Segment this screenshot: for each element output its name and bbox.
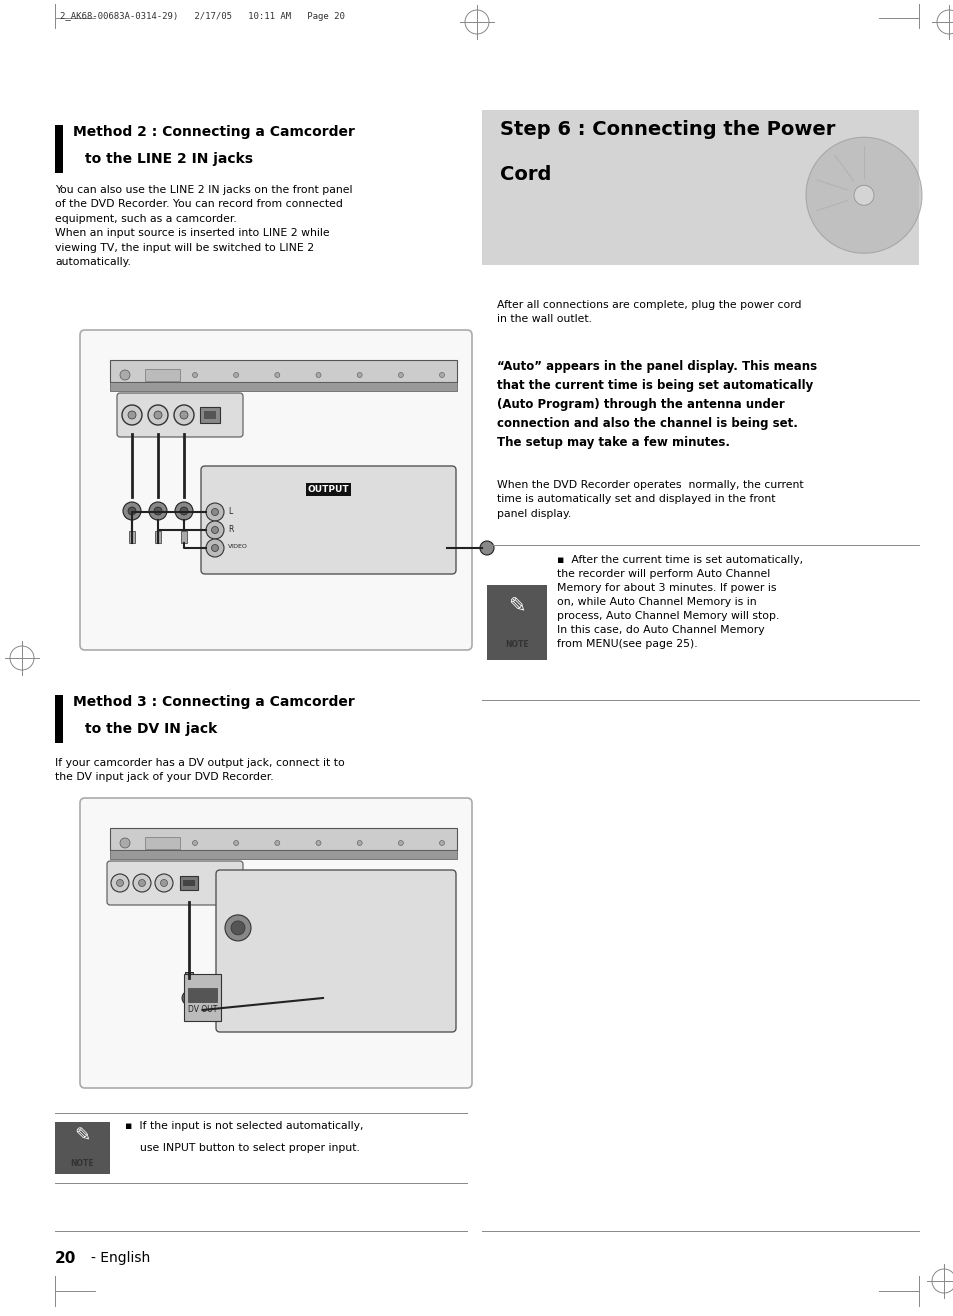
Text: You can also use the LINE 2 IN jacks on the front panel
of the DVD Recorder. You: You can also use the LINE 2 IN jacks on …	[55, 186, 352, 267]
Bar	[185, 973, 193, 990]
Circle shape	[231, 921, 245, 934]
FancyBboxPatch shape	[184, 974, 221, 1021]
Circle shape	[154, 874, 172, 892]
Text: NOTE: NOTE	[71, 1159, 94, 1169]
Circle shape	[160, 879, 168, 887]
Text: NOTE: NOTE	[505, 641, 528, 650]
Bar	[55, 695, 63, 744]
Circle shape	[123, 501, 141, 520]
Circle shape	[212, 545, 218, 551]
FancyBboxPatch shape	[110, 828, 456, 850]
Bar	[110, 850, 456, 859]
Text: - English: - English	[91, 1252, 150, 1265]
Circle shape	[805, 137, 921, 253]
Bar	[154, 530, 161, 544]
Text: 2_AK68-00683A-0314-29)   2/17/05   10:11 AM   Page 20: 2_AK68-00683A-0314-29) 2/17/05 10:11 AM …	[60, 12, 345, 21]
Bar	[145, 368, 180, 382]
Bar	[200, 407, 220, 422]
Bar	[55, 125, 63, 172]
Circle shape	[148, 405, 168, 425]
FancyBboxPatch shape	[80, 330, 472, 650]
Bar	[145, 837, 180, 849]
Circle shape	[315, 372, 320, 378]
Bar	[188, 988, 216, 1001]
Text: Step 6 : Connecting the Power: Step 6 : Connecting the Power	[499, 120, 835, 139]
Circle shape	[182, 991, 195, 1005]
Circle shape	[212, 526, 218, 533]
Text: 20: 20	[55, 1252, 76, 1266]
Circle shape	[212, 508, 218, 516]
Circle shape	[356, 372, 362, 378]
Circle shape	[180, 507, 188, 515]
Text: Method 3 : Connecting a Camcorder: Method 3 : Connecting a Camcorder	[73, 695, 355, 709]
Circle shape	[853, 186, 873, 205]
Circle shape	[173, 405, 193, 425]
Text: R: R	[228, 525, 233, 533]
Text: ▪  After the current time is set automatically,
the recorder will perform Auto C: ▪ After the current time is set automati…	[557, 555, 802, 649]
Circle shape	[149, 501, 167, 520]
FancyBboxPatch shape	[201, 466, 456, 574]
Circle shape	[120, 838, 130, 848]
Circle shape	[122, 405, 142, 425]
Text: L: L	[228, 507, 232, 516]
Circle shape	[274, 372, 279, 378]
Text: VIDEO: VIDEO	[228, 545, 248, 550]
Text: “Auto” appears in the panel display. This means
that the current time is being s: “Auto” appears in the panel display. Thi…	[497, 361, 817, 449]
Circle shape	[356, 841, 362, 845]
Circle shape	[398, 372, 403, 378]
Circle shape	[206, 540, 224, 557]
Text: DV OUT: DV OUT	[188, 1005, 217, 1015]
Circle shape	[233, 372, 238, 378]
Circle shape	[233, 841, 238, 845]
Circle shape	[479, 541, 494, 555]
Bar	[180, 876, 198, 890]
Text: to the LINE 2 IN jacks: to the LINE 2 IN jacks	[85, 153, 253, 166]
Circle shape	[128, 507, 136, 515]
Text: If your camcorder has a DV output jack, connect it to
the DV input jack of your : If your camcorder has a DV output jack, …	[55, 758, 344, 783]
Text: Method 2 : Connecting a Camcorder: Method 2 : Connecting a Camcorder	[73, 125, 355, 139]
Text: to the DV IN jack: to the DV IN jack	[85, 722, 217, 736]
Bar	[181, 530, 187, 544]
Circle shape	[274, 841, 279, 845]
Text: OUТPUT: OUТPUT	[308, 486, 349, 494]
Circle shape	[111, 874, 129, 892]
Bar	[486, 586, 546, 661]
Bar	[183, 880, 194, 886]
Text: ✎: ✎	[508, 596, 525, 616]
Circle shape	[206, 521, 224, 540]
Bar	[129, 530, 135, 544]
Circle shape	[116, 879, 123, 887]
Bar	[110, 382, 456, 391]
Circle shape	[180, 411, 188, 418]
Circle shape	[138, 879, 146, 887]
Bar	[55, 1123, 110, 1174]
Circle shape	[439, 372, 444, 378]
Text: ▪  If the input is not selected automatically,: ▪ If the input is not selected automatic…	[125, 1121, 363, 1130]
Circle shape	[193, 841, 197, 845]
Circle shape	[174, 501, 193, 520]
Circle shape	[225, 915, 251, 941]
Bar	[481, 111, 918, 265]
FancyBboxPatch shape	[110, 361, 456, 382]
FancyBboxPatch shape	[80, 797, 472, 1088]
Bar	[204, 411, 215, 418]
Circle shape	[128, 411, 136, 418]
FancyBboxPatch shape	[107, 861, 243, 905]
Text: ✎: ✎	[74, 1126, 91, 1146]
Text: use INPUT button to select proper input.: use INPUT button to select proper input.	[140, 1144, 359, 1153]
Circle shape	[315, 841, 320, 845]
Circle shape	[439, 841, 444, 845]
Circle shape	[153, 507, 162, 515]
FancyBboxPatch shape	[215, 870, 456, 1032]
Text: Cord: Cord	[499, 164, 551, 184]
Circle shape	[206, 503, 224, 521]
Circle shape	[193, 372, 197, 378]
Text: After all connections are complete, plug the power cord
in the wall outlet.: After all connections are complete, plug…	[497, 300, 801, 325]
Text: When the DVD Recorder operates  normally, the current
time is automatically set : When the DVD Recorder operates normally,…	[497, 480, 802, 519]
Circle shape	[153, 411, 162, 418]
Circle shape	[120, 370, 130, 380]
Circle shape	[132, 874, 151, 892]
FancyBboxPatch shape	[117, 393, 243, 437]
Circle shape	[398, 841, 403, 845]
